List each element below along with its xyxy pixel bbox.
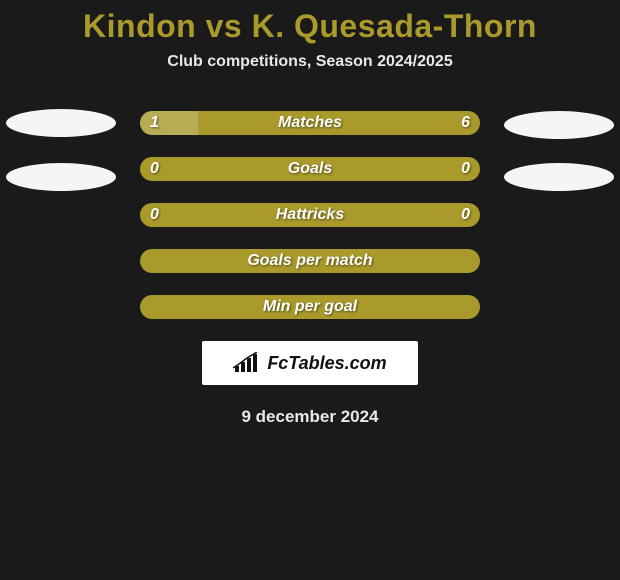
stat-value-right: 0	[461, 160, 470, 178]
stat-bar: Matches1 6	[140, 111, 480, 135]
player-left-marker	[6, 163, 116, 191]
logo-inner: FcTables.com	[233, 352, 386, 374]
stat-label: Min per goal	[140, 298, 480, 316]
stat-bar: Goals0 0	[140, 157, 480, 181]
stats-area: Matches16Goals00Hattricks00Goals per mat…	[0, 111, 620, 319]
stat-row: Matches1 6	[0, 111, 620, 135]
player-left-marker	[6, 109, 116, 137]
stat-value-right: 0	[461, 206, 470, 224]
player-right-marker	[504, 111, 614, 139]
comparison-card: Kindon vs K. Quesada-Thorn Club competit…	[0, 0, 620, 427]
stat-label: Matches	[140, 114, 480, 132]
player-right-marker	[504, 163, 614, 191]
stat-bar: Hattricks0 0	[140, 203, 480, 227]
stat-label: Goals	[140, 160, 480, 178]
stat-row: Min per goal	[0, 295, 620, 319]
stat-bar: Goals per match	[140, 249, 480, 273]
page-subtitle: Club competitions, Season 2024/2025	[0, 53, 620, 71]
stat-row: Goals0 0	[0, 157, 620, 181]
stat-value-left: 0	[150, 206, 159, 224]
logo-text: FcTables.com	[267, 353, 386, 374]
stat-label: Goals per match	[140, 252, 480, 270]
stat-label: Hattricks	[140, 206, 480, 224]
page-title: Kindon vs K. Quesada-Thorn	[0, 8, 620, 45]
stat-value-left: 0	[150, 160, 159, 178]
stat-value-left: 1	[150, 114, 159, 132]
stat-row: Goals per match	[0, 249, 620, 273]
stat-bar: Min per goal	[140, 295, 480, 319]
stat-value-right: 6	[461, 114, 470, 132]
date-line: 9 december 2024	[0, 407, 620, 427]
stat-row: Hattricks0 0	[0, 203, 620, 227]
bars-icon	[233, 352, 263, 374]
watermark-logo: FcTables.com	[202, 341, 418, 385]
